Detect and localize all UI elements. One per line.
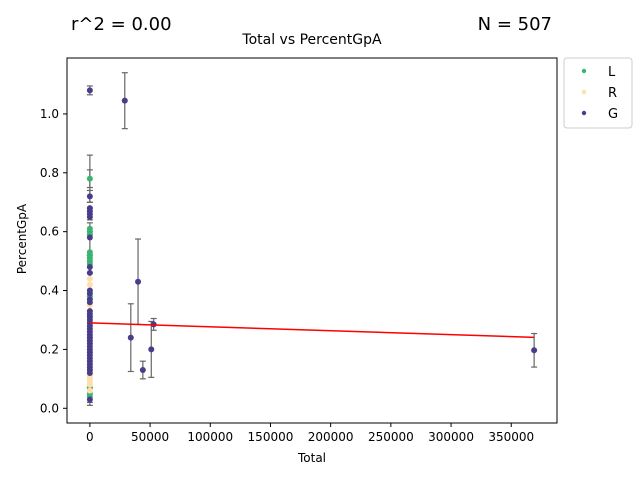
data-point-g — [86, 193, 93, 200]
legend-label-l: L — [608, 65, 616, 80]
legend-marker-r — [581, 89, 587, 95]
data-point-g — [86, 290, 93, 297]
chart-title: Total vs PercentGpA — [241, 32, 382, 48]
y-tick-label: 0.6 — [40, 225, 59, 239]
data-point-g — [86, 396, 93, 403]
legend-marker-l — [581, 68, 587, 74]
data-point-r — [86, 281, 93, 288]
data-point-g — [135, 278, 142, 285]
legend: LRG — [563, 57, 633, 129]
axis-ticks: 0 50000 100000 150000 200000 250000 300000 3500… — [40, 107, 534, 444]
x-tick-label: 50000 — [131, 430, 169, 444]
sample-size-label: N = 507 — [478, 14, 552, 35]
data-point-g — [86, 213, 93, 220]
x-tick-label: 0 — [86, 430, 94, 444]
legend-label-r: R — [608, 86, 617, 101]
y-tick-label: 0.0 — [40, 401, 59, 415]
data-point-g — [121, 97, 128, 104]
data-point-g — [86, 263, 93, 270]
error-bars — [86, 72, 538, 406]
x-axis-label: Total — [297, 451, 326, 465]
x-tick-label: 100000 — [187, 430, 233, 444]
data-point-g — [86, 234, 93, 241]
y-tick-label: 1.0 — [40, 107, 59, 121]
data-point-r — [86, 275, 93, 282]
y-axis-label: PercentGpA — [15, 203, 29, 274]
x-tick-label: 150000 — [248, 430, 294, 444]
data-point-g — [86, 87, 93, 94]
data-point-g — [139, 367, 146, 374]
data-point-r — [86, 381, 93, 388]
data-point-g — [86, 299, 93, 306]
legend-box — [563, 57, 633, 129]
data-point-g — [531, 347, 538, 354]
r-squared-label: r^2 = 0.00 — [71, 14, 172, 35]
y-tick-label: 0.8 — [40, 166, 59, 180]
data-point-g — [86, 369, 93, 376]
data-point-g — [86, 269, 93, 276]
regression-line-group — [89, 322, 535, 339]
x-tick-label: 250000 — [368, 430, 414, 444]
data-point-l — [86, 175, 93, 182]
plot-frame — [66, 57, 558, 424]
y-tick-label: 0.2 — [40, 342, 59, 356]
x-tick-label: 200000 — [308, 430, 354, 444]
y-tick-label: 0.4 — [40, 284, 59, 298]
data-points — [86, 87, 538, 403]
data-point-g — [148, 346, 155, 353]
data-point-r — [86, 387, 93, 394]
x-tick-label: 300000 — [428, 430, 474, 444]
regression-line — [89, 322, 535, 339]
legend-marker-g — [581, 110, 587, 116]
x-tick-label: 350000 — [488, 430, 534, 444]
data-point-g — [127, 334, 134, 341]
legend-label-g: G — [608, 107, 618, 122]
